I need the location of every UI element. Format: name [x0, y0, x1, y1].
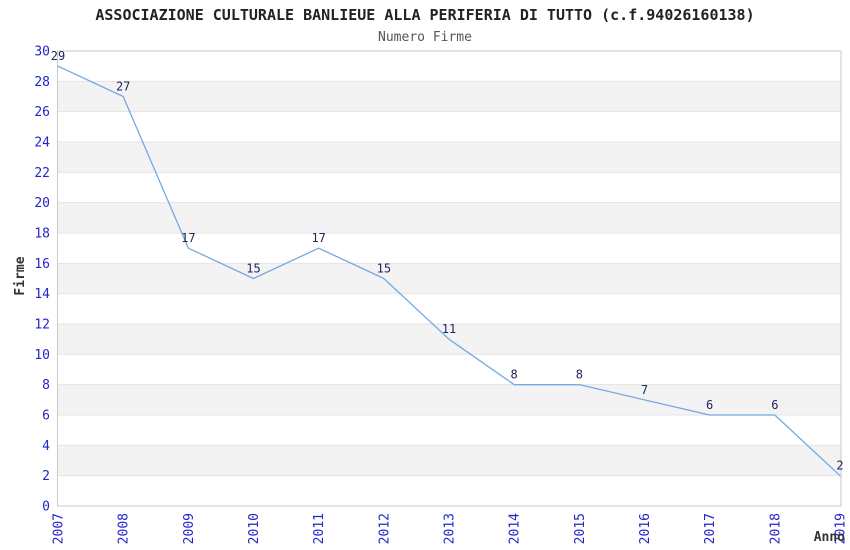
- data-point-label: 8: [511, 368, 518, 382]
- data-point-label: 8: [576, 368, 583, 382]
- x-tick-label: 2017: [703, 513, 718, 544]
- grid-band: [57, 202, 841, 233]
- x-tick-label: 2011: [312, 513, 327, 544]
- x-tick-label: 2007: [52, 513, 67, 544]
- data-point-label: 27: [116, 80, 130, 94]
- y-tick-label: 2: [42, 469, 50, 484]
- y-tick-label: 24: [34, 136, 50, 151]
- x-tick-label: 2014: [508, 513, 523, 544]
- x-tick-label: 2009: [182, 513, 197, 544]
- chart-title: ASSOCIAZIONE CULTURALE BANLIEUE ALLA PER…: [95, 6, 754, 24]
- x-tick-label: 2019: [834, 513, 849, 544]
- data-point-label: 6: [706, 398, 713, 412]
- x-tick-label: 2015: [573, 513, 588, 544]
- y-tick-label: 22: [34, 166, 50, 181]
- data-point-label: 7: [641, 383, 648, 397]
- data-point-label: 6: [771, 398, 778, 412]
- y-tick-label: 10: [34, 348, 50, 363]
- x-tick-label: 2018: [768, 513, 783, 544]
- y-tick-label: 18: [34, 227, 50, 242]
- y-tick-label: 28: [34, 75, 50, 90]
- data-point-label: 17: [311, 231, 325, 245]
- y-tick-label: 26: [34, 105, 50, 120]
- data-point-label: 2: [836, 459, 843, 473]
- grid-band: [57, 263, 841, 294]
- y-tick-label: 20: [34, 196, 50, 211]
- y-tick-label: 8: [42, 378, 50, 393]
- x-tick-label: 2010: [247, 513, 262, 544]
- x-axis-title: Anno: [814, 530, 845, 545]
- y-tick-label: 0: [42, 500, 50, 515]
- y-tick-label: 16: [34, 257, 50, 272]
- data-point-label: 17: [181, 231, 195, 245]
- x-tick-label: 2012: [377, 513, 392, 544]
- chart-subtitle: Numero Firme: [378, 30, 472, 45]
- y-tick-label: 12: [34, 318, 50, 333]
- data-point-label: 29: [51, 49, 65, 63]
- grid-band: [57, 445, 841, 476]
- plot-border: [57, 50, 842, 507]
- data-point-label: 11: [442, 322, 456, 336]
- grid-band: [57, 142, 841, 173]
- data-point-label: 15: [377, 262, 391, 276]
- series-line: [57, 65, 841, 477]
- data-point-label: 15: [246, 262, 260, 276]
- y-tick-label: 6: [42, 409, 50, 424]
- y-axis-title: Firme: [13, 256, 28, 295]
- x-tick-label: 2016: [638, 513, 653, 544]
- x-tick-label: 2008: [117, 513, 132, 544]
- grid-band: [57, 384, 841, 415]
- y-tick-label: 4: [42, 439, 50, 454]
- x-tick-label: 2013: [443, 513, 458, 544]
- y-tick-label: 14: [34, 287, 50, 302]
- y-tick-label: 30: [34, 45, 50, 60]
- grid-band: [57, 81, 841, 112]
